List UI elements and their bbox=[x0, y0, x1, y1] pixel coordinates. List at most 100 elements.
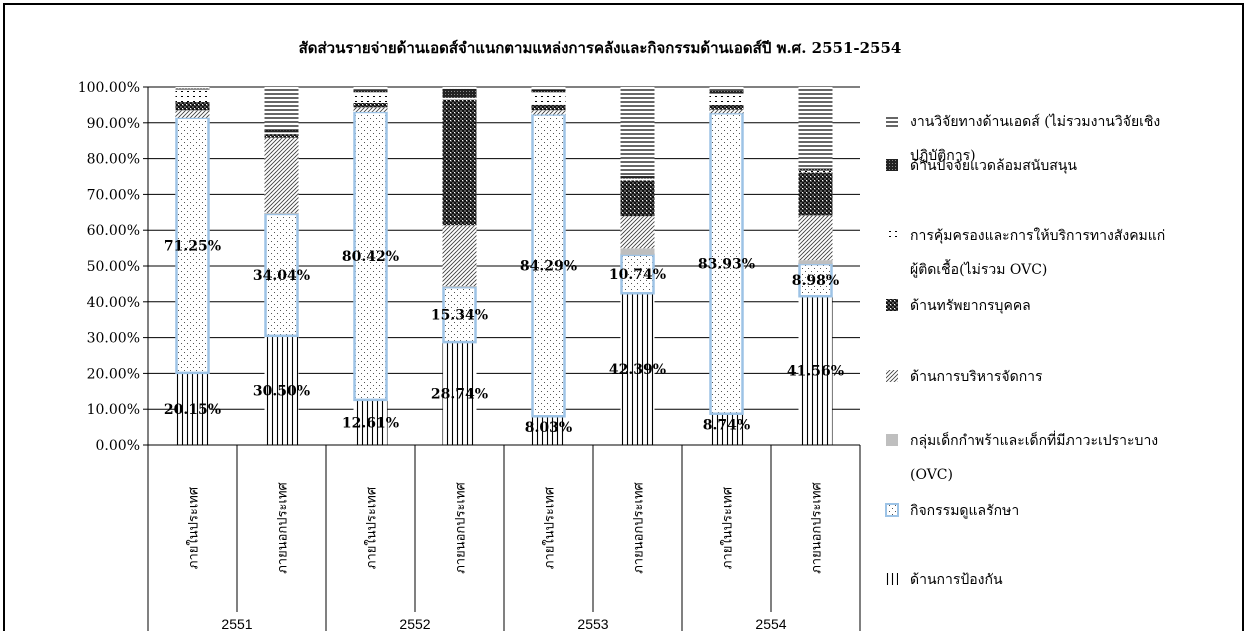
bar-segment bbox=[175, 87, 210, 89]
y-tick-label: 10.00% bbox=[87, 402, 140, 418]
bar-segment bbox=[175, 110, 210, 118]
bar-segment bbox=[709, 413, 744, 445]
data-label: 41.56% bbox=[787, 364, 844, 380]
data-label: 8.74% bbox=[703, 417, 750, 433]
bar-segment bbox=[175, 88, 210, 90]
legend-swatch bbox=[885, 503, 899, 517]
bar-segment bbox=[709, 109, 744, 114]
bar-segment bbox=[709, 111, 744, 415]
year-label: 2553 bbox=[577, 616, 608, 631]
bar-segment bbox=[798, 215, 833, 261]
bar-segment bbox=[175, 102, 210, 111]
bar-segment bbox=[175, 372, 210, 445]
data-label: 84.29% bbox=[520, 258, 577, 274]
bar-segment bbox=[442, 99, 477, 226]
legend-swatch bbox=[886, 370, 898, 382]
legend-swatch bbox=[886, 299, 898, 311]
y-tick-label: 90.00% bbox=[87, 116, 140, 132]
bar-segment bbox=[709, 93, 744, 106]
data-label: 12.61% bbox=[342, 415, 399, 431]
bar-segment bbox=[264, 132, 299, 135]
bar-segment bbox=[709, 90, 744, 94]
y-tick-label: 100.00% bbox=[78, 80, 140, 96]
legend-swatch bbox=[886, 434, 898, 446]
bar-segment bbox=[264, 137, 299, 213]
bar-segment bbox=[531, 113, 566, 418]
legend-swatch bbox=[886, 159, 898, 171]
legend-label: ด้านการบริหารจัดการ bbox=[910, 369, 1043, 385]
legend-label: ด้านปัจจัยแวดล้อมสนับสนุน bbox=[910, 158, 1077, 174]
bar-segment bbox=[531, 416, 566, 445]
category-label: ภายในประเทศ bbox=[720, 486, 736, 569]
bar-segment bbox=[798, 170, 833, 173]
bar-segment bbox=[264, 212, 299, 338]
category-label: ภายในประเทศ bbox=[542, 486, 558, 569]
legend-swatch bbox=[886, 229, 898, 241]
category-label: ภายนอกประเทศ bbox=[276, 481, 291, 573]
data-label: 71.25% bbox=[164, 238, 221, 254]
bar-segment bbox=[620, 176, 655, 179]
data-label: 80.42% bbox=[342, 249, 399, 265]
bar-segment bbox=[442, 342, 477, 445]
bar-segment bbox=[442, 88, 477, 98]
bar-segment bbox=[531, 90, 566, 93]
bar-segment bbox=[353, 90, 388, 93]
legend-swatch bbox=[886, 573, 898, 585]
bar-segment bbox=[175, 89, 210, 103]
legend-label: ผู้ติดเชื้อ(ไม่รวม OVC) bbox=[910, 259, 1047, 278]
y-tick-label: 60.00% bbox=[87, 223, 140, 239]
category-label: ภายนอกประเทศ bbox=[810, 481, 825, 573]
bar-segment bbox=[264, 134, 299, 138]
bar-segment bbox=[798, 172, 833, 216]
legend-label: งานวิจัยทางด้านเอดส์ (ไม่รวมงานวิจัยเชิง bbox=[910, 113, 1160, 130]
chart-title: สัดส่วนรายจ่ายด้านเอดส์จำแนกตามแหล่งการค… bbox=[299, 39, 902, 57]
bar-segment bbox=[798, 260, 833, 265]
legend-label: ด้านการป้องกัน bbox=[910, 572, 1003, 588]
data-label: 20.15% bbox=[164, 402, 221, 418]
bar-segment bbox=[620, 293, 655, 445]
bar-segment bbox=[620, 248, 655, 255]
y-tick-label: 50.00% bbox=[87, 259, 140, 275]
legend-label: (OVC) bbox=[910, 467, 953, 483]
bar-segment bbox=[798, 87, 833, 169]
bar-segment bbox=[264, 335, 299, 445]
data-label: 28.74% bbox=[431, 387, 488, 403]
data-label: 8.98% bbox=[792, 273, 839, 289]
y-tick-label: 70.00% bbox=[87, 187, 140, 203]
y-tick-label: 80.00% bbox=[87, 152, 140, 168]
bar-segment bbox=[620, 216, 655, 249]
year-label: 2551 bbox=[221, 616, 252, 631]
bar-segment bbox=[442, 286, 477, 288]
bar-segment bbox=[353, 399, 388, 445]
category-label: ภายในประเทศ bbox=[186, 486, 202, 569]
data-label: 10.74% bbox=[609, 267, 666, 283]
bar-segment bbox=[531, 110, 566, 115]
data-label: 34.04% bbox=[253, 268, 310, 284]
year-label: 2554 bbox=[755, 616, 786, 631]
data-label: 42.39% bbox=[609, 362, 666, 378]
bar-segment bbox=[620, 87, 655, 177]
legend-label: ปฏิบัติการ) bbox=[910, 148, 976, 164]
legend-label: การคุ้มครองและการให้บริการทางสังคมแก่ bbox=[910, 227, 1165, 244]
bar-segment bbox=[531, 87, 566, 91]
bar-segment bbox=[620, 178, 655, 181]
category-label: ภายนอกประเทศ bbox=[632, 481, 647, 573]
bar-segment bbox=[442, 225, 477, 287]
bar-segment bbox=[531, 92, 566, 105]
bar-segment bbox=[175, 116, 210, 375]
bar-segment bbox=[264, 87, 299, 131]
data-label: 83.93% bbox=[698, 256, 755, 272]
data-label: 30.50% bbox=[253, 383, 310, 399]
bar-segment bbox=[353, 92, 388, 104]
bar-segment bbox=[798, 296, 833, 445]
legend-label: กิจกรรมดูแลรักษา bbox=[910, 503, 1019, 519]
legend-label: กลุ่มเด็กกำพร้าและเด็กที่มีภาวะเปราะบาง bbox=[910, 431, 1158, 449]
bar-segment bbox=[264, 212, 299, 214]
bar-segment bbox=[353, 103, 388, 108]
bar-segment bbox=[709, 87, 744, 91]
bar-segment bbox=[353, 107, 388, 112]
data-label: 15.34% bbox=[431, 308, 488, 324]
bar-segment bbox=[442, 87, 477, 89]
bar-segment bbox=[620, 180, 655, 217]
